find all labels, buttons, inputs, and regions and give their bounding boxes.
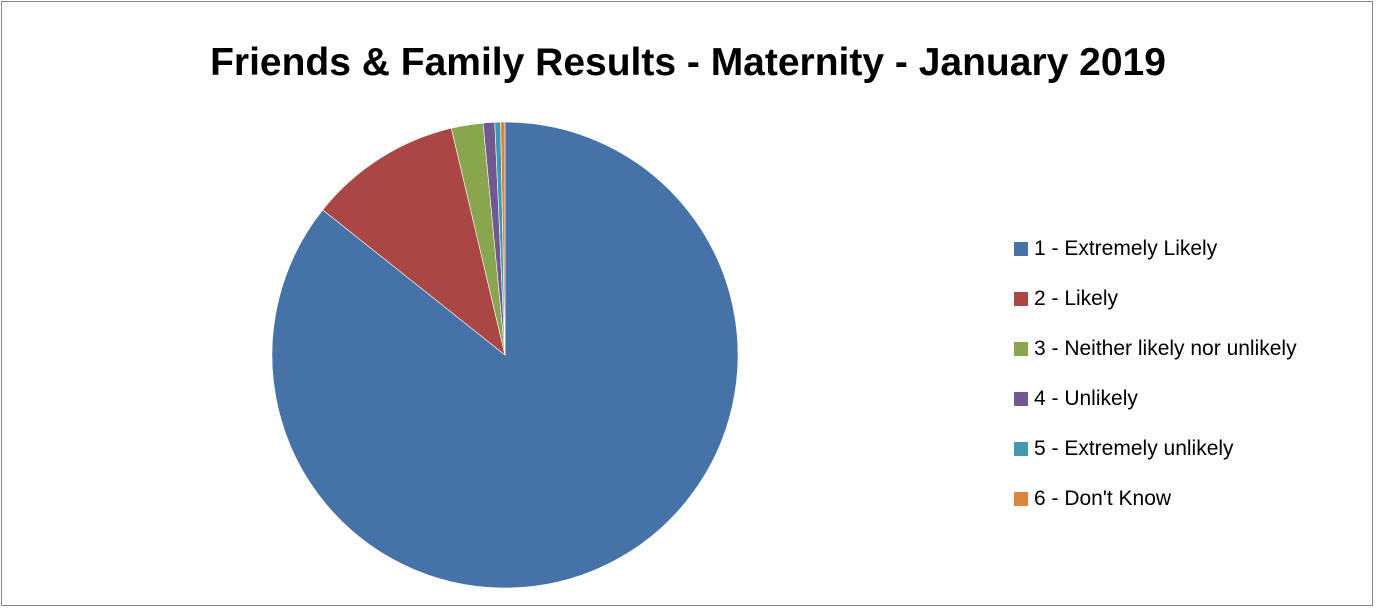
legend-swatch	[1014, 342, 1028, 356]
legend-item-1: 1 - Extremely Likely	[1014, 224, 1297, 274]
legend-swatch	[1014, 242, 1028, 256]
legend-swatch	[1014, 392, 1028, 406]
legend-swatch	[1014, 492, 1028, 506]
pie-slice-6	[500, 121, 506, 356]
legend-label: 4 - Unlikely	[1034, 387, 1138, 410]
pie-slice-2	[322, 127, 506, 356]
chart-title: Friends & Family Results - Maternity - J…	[210, 41, 1166, 84]
legend-item-5: 5 - Extremely unlikely	[1014, 424, 1297, 474]
chart-legend: 1 - Extremely Likely 2 - Likely 3 - Neithe…	[1014, 224, 1297, 524]
legend-item-4: 4 - Unlikely	[1014, 374, 1297, 424]
legend-label: 5 - Extremely unlikely	[1034, 437, 1234, 460]
legend-swatch	[1014, 442, 1028, 456]
legend-item-6: 6 - Don't Know	[1014, 474, 1297, 524]
legend-label: 6 - Don't Know	[1034, 487, 1172, 510]
legend-label: 3 - Neither likely nor unlikely	[1034, 337, 1297, 360]
legend-label: 2 - Likely	[1034, 287, 1119, 310]
legend-swatch	[1014, 292, 1028, 306]
legend-label: 1 - Extremely Likely	[1034, 237, 1218, 260]
legend-item-2: 2 - Likely	[1014, 274, 1297, 324]
legend-item-3: 3 - Neither likely nor unlikely	[1014, 324, 1297, 374]
